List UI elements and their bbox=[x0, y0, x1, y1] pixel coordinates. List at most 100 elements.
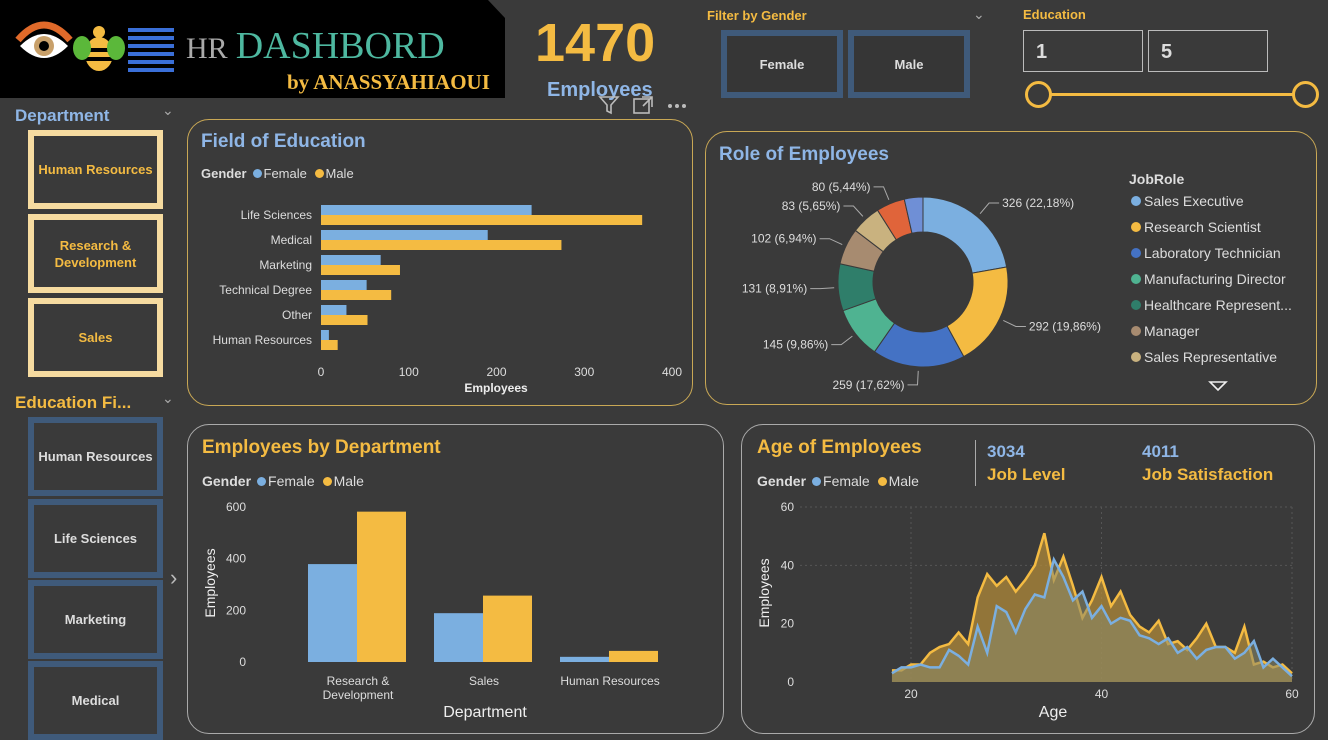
filter-icon[interactable] bbox=[598, 96, 620, 115]
bar-female bbox=[321, 280, 367, 290]
category-label: Medical bbox=[271, 233, 312, 247]
chevron-down-icon[interactable]: ⌄ bbox=[973, 6, 985, 22]
legend-label: Healthcare Represent... bbox=[1144, 297, 1292, 313]
employees-by-department-legend: Gender Female Male bbox=[202, 473, 364, 489]
scroll-down-icon[interactable] bbox=[1208, 380, 1228, 392]
y-tick-label: 0 bbox=[239, 655, 246, 669]
slice-data-label: 131 (8,91%) bbox=[742, 282, 807, 296]
x-tick-label: 20 bbox=[904, 687, 918, 701]
gender-filter-title: Filter by Gender bbox=[707, 8, 807, 23]
legend-label: Laboratory Technician bbox=[1144, 245, 1281, 261]
bar-male bbox=[321, 315, 368, 325]
x-tick-label: 60 bbox=[1285, 687, 1299, 701]
bee-icon bbox=[73, 26, 125, 71]
jobrole-legend-item[interactable]: Manufacturing Director bbox=[1129, 266, 1304, 292]
employees-by-department-chart: 0 200 400 600 Employees Research &Development… bbox=[202, 500, 660, 721]
category-label: Development bbox=[323, 688, 394, 702]
y-tick-label: 600 bbox=[226, 500, 246, 514]
department-rd-button[interactable]: Research & Development bbox=[28, 214, 163, 293]
slice-data-label: 102 (6,94%) bbox=[751, 232, 816, 246]
logo-title: HR DASHBORD bbox=[186, 25, 445, 67]
chevron-right-icon[interactable]: › bbox=[170, 565, 178, 590]
role-of-employees-donut: 326 (22,18%) 292 (19,86%) 259 (17,62%) 145 … bbox=[742, 180, 1101, 392]
category-label: Life Sciences bbox=[241, 208, 312, 222]
category-label: Marketing bbox=[259, 258, 312, 272]
education-slider-max-handle[interactable] bbox=[1292, 81, 1319, 108]
category-label: Technical Degree bbox=[219, 283, 312, 297]
label-leader-line bbox=[831, 335, 853, 346]
bar-female bbox=[321, 330, 329, 340]
job-level-value: 3034 bbox=[987, 442, 1025, 461]
age-of-employees-chart: 0 20 40 60 20 40 60 Employees Age bbox=[756, 500, 1299, 721]
education-filter-title: Education bbox=[1023, 7, 1086, 22]
jobrole-legend-item[interactable]: Research Scientist bbox=[1129, 214, 1304, 240]
y-tick-label: 200 bbox=[226, 603, 246, 617]
bar-female bbox=[321, 255, 381, 265]
legend-dot bbox=[1131, 352, 1141, 362]
jobrole-legend: Sales Executive Research Scientist Laborat… bbox=[1129, 188, 1304, 370]
jobrole-legend-item[interactable]: Healthcare Represent... bbox=[1129, 292, 1304, 318]
label-leader-line bbox=[810, 287, 835, 290]
x-axis-label: Employees bbox=[464, 381, 528, 395]
bar-male bbox=[321, 290, 392, 300]
eye-icon bbox=[15, 21, 73, 58]
gender-male-button[interactable]: Male bbox=[848, 30, 970, 98]
department-sales-button[interactable]: Sales bbox=[28, 298, 163, 377]
y-tick-label: 60 bbox=[781, 500, 795, 514]
x-tick-label: 200 bbox=[486, 365, 506, 379]
bar-female bbox=[434, 613, 483, 662]
jobrole-legend-item[interactable]: Sales Representative bbox=[1129, 344, 1304, 370]
label-leader-line bbox=[843, 205, 864, 217]
department-slicer-title: Department bbox=[15, 106, 110, 125]
focus-mode-icon[interactable] bbox=[633, 96, 653, 114]
category-label: Human Resources bbox=[213, 333, 312, 347]
x-tick-label: 400 bbox=[662, 365, 682, 379]
legend-dot bbox=[1131, 248, 1141, 258]
education-field-hr-button[interactable]: Human Resources bbox=[28, 417, 163, 496]
legend-dot bbox=[1131, 222, 1141, 232]
bar-female bbox=[321, 305, 347, 315]
label-leader-line bbox=[979, 202, 1000, 215]
chevron-down-icon[interactable]: ⌄ bbox=[162, 390, 174, 406]
gender-female-button[interactable]: Female bbox=[721, 30, 843, 98]
bar-female bbox=[308, 564, 357, 662]
legend-dot bbox=[1131, 274, 1141, 284]
legend-dot bbox=[1131, 196, 1141, 206]
chevron-down-icon[interactable]: ⌄ bbox=[162, 102, 174, 118]
age-of-employees-legend: Gender Female Male bbox=[757, 473, 919, 489]
y-axis-label: Employees bbox=[202, 548, 218, 617]
category-label: Sales bbox=[469, 674, 499, 688]
education-field-slicer-title: Education Fi... bbox=[15, 393, 132, 412]
legend-label: Manager bbox=[1144, 323, 1200, 339]
education-slider-track[interactable] bbox=[1038, 93, 1306, 96]
more-options-icon[interactable] bbox=[668, 104, 686, 108]
legend-label: Manufacturing Director bbox=[1144, 271, 1286, 287]
female-legend-dot bbox=[252, 169, 262, 178]
legend-dot bbox=[1131, 326, 1141, 336]
education-min-input[interactable]: 1 bbox=[1023, 30, 1143, 72]
y-tick-label: 40 bbox=[781, 558, 795, 572]
education-field-medical-button[interactable]: Medical bbox=[28, 661, 163, 740]
logo-icons bbox=[15, 21, 174, 72]
female-line bbox=[891, 556, 1293, 678]
slice-data-label: 259 (17,62%) bbox=[832, 378, 904, 392]
jobrole-legend-item[interactable]: Laboratory Technician bbox=[1129, 240, 1304, 266]
label-leader-line bbox=[907, 370, 919, 386]
field-of-education-legend: Gender Female Male bbox=[201, 166, 354, 181]
bar-female bbox=[560, 656, 609, 662]
department-hr-button[interactable]: Human Resources bbox=[28, 130, 163, 209]
education-field-life-sciences-button[interactable]: Life Sciences bbox=[28, 499, 163, 578]
legend-dot bbox=[1131, 300, 1141, 310]
x-tick-label: 0 bbox=[318, 365, 325, 379]
jobrole-legend-item[interactable]: Manager bbox=[1129, 318, 1304, 344]
category-label: Human Resources bbox=[560, 674, 659, 688]
total-employees-label: Employees bbox=[547, 79, 653, 101]
bar-male bbox=[321, 215, 643, 225]
education-field-marketing-button[interactable]: Marketing bbox=[28, 580, 163, 659]
education-max-input[interactable]: 5 bbox=[1148, 30, 1268, 72]
education-slider-min-handle[interactable] bbox=[1025, 81, 1052, 108]
x-tick-label: 100 bbox=[399, 365, 419, 379]
label-leader-line bbox=[873, 186, 890, 200]
jobrole-legend-item[interactable]: Sales Executive bbox=[1129, 188, 1304, 214]
legend-label: Sales Representative bbox=[1144, 349, 1278, 365]
